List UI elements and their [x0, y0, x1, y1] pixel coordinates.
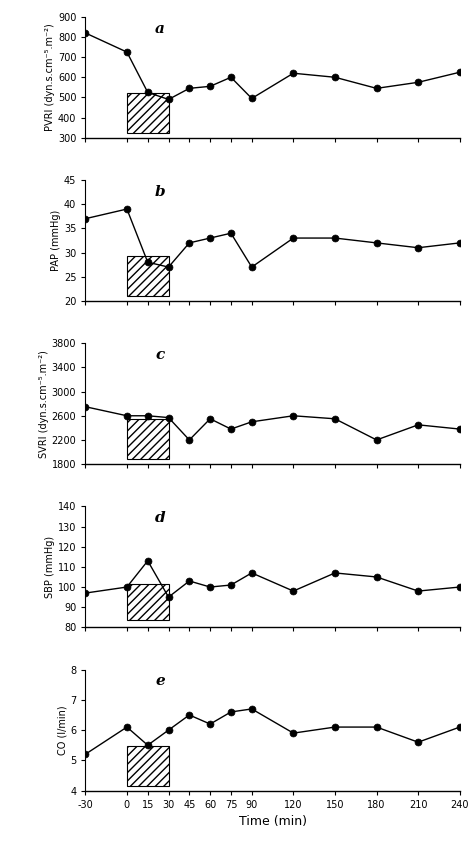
Bar [127, 93, 169, 133]
Bar [127, 420, 169, 459]
Text: d: d [155, 511, 165, 526]
Y-axis label: CO (l/min): CO (l/min) [57, 706, 67, 755]
Bar [127, 584, 169, 620]
Bar [127, 746, 169, 785]
Text: e: e [155, 674, 165, 689]
Bar [127, 257, 169, 296]
Text: a: a [155, 22, 165, 35]
X-axis label: Time (min): Time (min) [238, 815, 307, 828]
Y-axis label: PVRI (dyn.s.cm⁻⁵.m⁻²): PVRI (dyn.s.cm⁻⁵.m⁻²) [45, 24, 55, 131]
Text: c: c [155, 348, 165, 362]
Y-axis label: PAP (mmHg): PAP (mmHg) [51, 210, 61, 271]
Y-axis label: SBP (mmHg): SBP (mmHg) [45, 536, 55, 598]
Y-axis label: SVRI (dyn.s.cm⁻⁵.m⁻²): SVRI (dyn.s.cm⁻⁵.m⁻²) [39, 350, 49, 458]
Text: b: b [155, 185, 165, 198]
